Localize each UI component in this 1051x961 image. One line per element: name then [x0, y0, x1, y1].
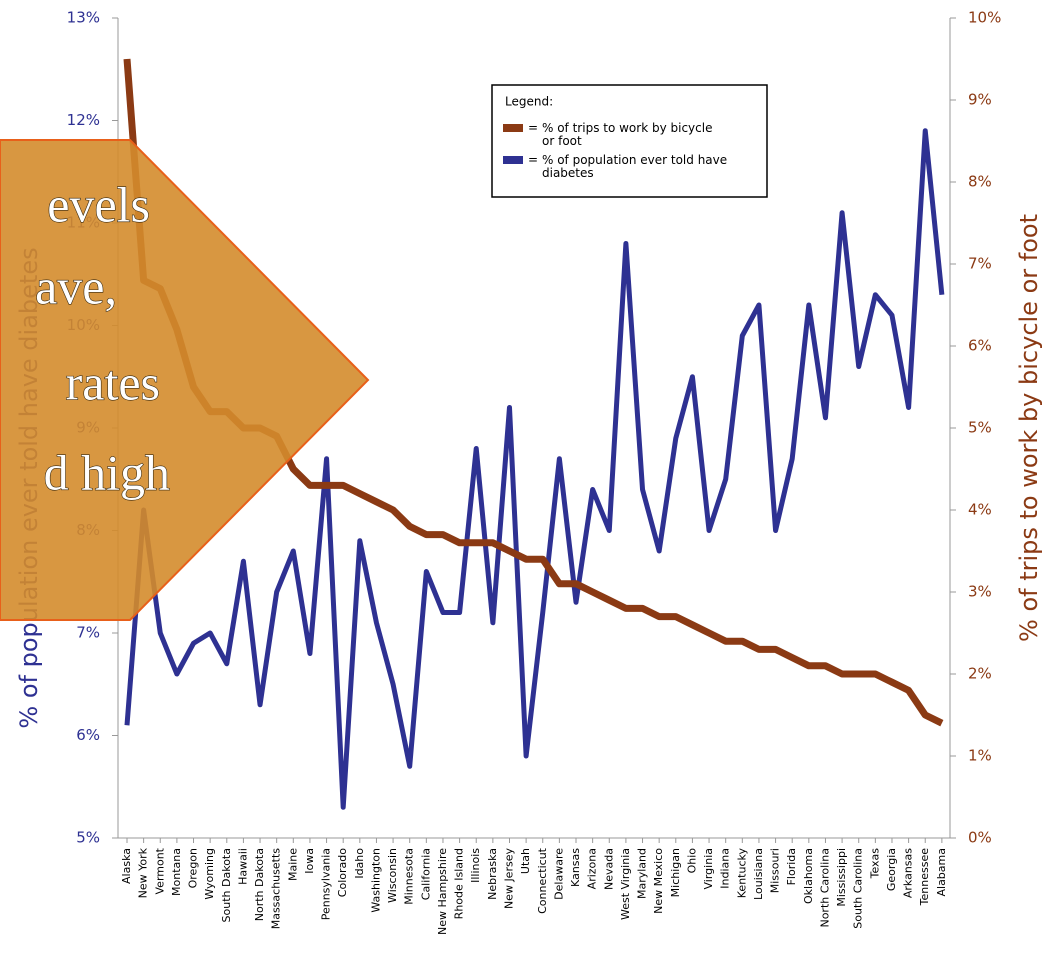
y2-tick-label: 0%	[968, 829, 992, 847]
y2-tick-label: 9%	[968, 91, 992, 109]
legend-title: Legend:	[505, 95, 553, 109]
x-tick-label: Michigan	[669, 848, 682, 897]
x-tick-label: Oregon	[187, 848, 200, 888]
x-tick-label: Missouri	[769, 848, 782, 893]
x-tick-label: North Carolina	[818, 848, 831, 928]
x-tick-label: Hawaii	[236, 848, 249, 885]
x-tick-label: South Carolina	[852, 848, 865, 929]
x-tick-label: New Jersey	[502, 848, 515, 910]
x-tick-label: Arkansas	[902, 848, 915, 898]
x-tick-label: Kansas	[569, 848, 582, 887]
x-tick-label: Alaska	[120, 848, 133, 884]
x-tick-label: Idaho	[353, 848, 366, 879]
x-tick-label: Wisconsin	[386, 848, 399, 903]
x-tick-label: New York	[137, 847, 150, 898]
x-tick-label: Ohio	[685, 848, 698, 874]
x-tick-label: Utah	[519, 848, 532, 874]
x-tick-label: South Dakota	[220, 848, 233, 922]
x-tick-label: Illinois	[469, 848, 482, 883]
x-tick-label: New Mexico	[652, 848, 665, 914]
x-tick-label: Nebraska	[486, 848, 499, 900]
x-tick-label: Arizona	[586, 848, 599, 889]
legend-swatch	[503, 156, 523, 164]
x-tick-label: Maine	[286, 848, 299, 881]
x-tick-label: Kentucky	[735, 848, 748, 899]
x-tick-label: Oklahoma	[802, 848, 815, 904]
x-tick-label: California	[419, 848, 432, 900]
x-tick-label: Massachusetts	[270, 848, 283, 930]
y2-tick-label: 6%	[968, 337, 992, 355]
x-tick-label: Florida	[785, 848, 798, 885]
x-tick-label: New Hampshire	[436, 848, 449, 935]
y2-tick-label: 8%	[968, 173, 992, 191]
x-tick-label: Pennsylvania	[320, 848, 333, 920]
x-tick-label: West Virginia	[619, 848, 632, 920]
y2-tick-label: 1%	[968, 747, 992, 765]
overlay-text: ave,	[35, 258, 117, 314]
x-tick-label: Colorado	[336, 848, 349, 897]
series-line	[124, 128, 945, 810]
y-tick-label: 13%	[67, 9, 100, 27]
x-tick-label: Maryland	[636, 848, 649, 899]
y-tick-label: 5%	[76, 829, 100, 847]
x-tick-label: Montana	[170, 848, 183, 896]
legend-separator: =	[528, 121, 538, 135]
x-tick-label: Indiana	[719, 848, 732, 889]
x-tick-label: Connecticut	[536, 847, 549, 914]
x-tick-label: Alabama	[935, 848, 948, 897]
y2-tick-label: 3%	[968, 583, 992, 601]
x-tick-label: Georgia	[885, 848, 898, 891]
x-tick-label: Virginia	[702, 848, 715, 889]
y-tick-label: 7%	[76, 624, 100, 642]
x-tick-label: Wyoming	[203, 848, 216, 900]
y2-tick-label: 4%	[968, 501, 992, 519]
legend-label: % of population ever told have diabetes	[542, 153, 727, 180]
y2-tick-label: 5%	[968, 419, 992, 437]
legend-swatch	[503, 124, 523, 132]
x-tick-label: Texas	[868, 848, 881, 880]
x-tick-label: Louisiana	[752, 848, 765, 900]
y2-axis-label: % of trips to work by bicycle or foot	[1015, 214, 1043, 642]
x-tick-label: Tennessee	[918, 848, 931, 907]
overlay-text: evels	[47, 176, 150, 232]
x-tick-label: Rhode Island	[453, 848, 466, 919]
x-tick-label: Vermont	[153, 847, 166, 894]
x-tick-label: Mississippi	[835, 848, 848, 907]
y-tick-label: 6%	[76, 726, 100, 744]
x-tick-label: Nevada	[602, 848, 615, 890]
y2-tick-label: 2%	[968, 665, 992, 683]
x-tick-label: North Dakota	[253, 848, 266, 921]
legend-separator: =	[528, 153, 538, 167]
y2-tick-label: 7%	[968, 255, 992, 273]
overlay-text: rates	[66, 354, 160, 410]
legend-label: % of trips to work by bicycle or foot	[542, 121, 712, 148]
legend-box	[491, 84, 768, 198]
y2-tick-label: 10%	[968, 9, 1001, 27]
overlay-text: d high	[44, 444, 170, 500]
overlay-arrow	[0, 139, 370, 621]
x-tick-label: Delaware	[552, 848, 565, 900]
y-tick-label: 12%	[67, 111, 100, 129]
x-tick-label: Minnesota	[403, 848, 416, 905]
x-tick-label: Iowa	[303, 848, 316, 874]
x-tick-label: Washington	[369, 848, 382, 913]
